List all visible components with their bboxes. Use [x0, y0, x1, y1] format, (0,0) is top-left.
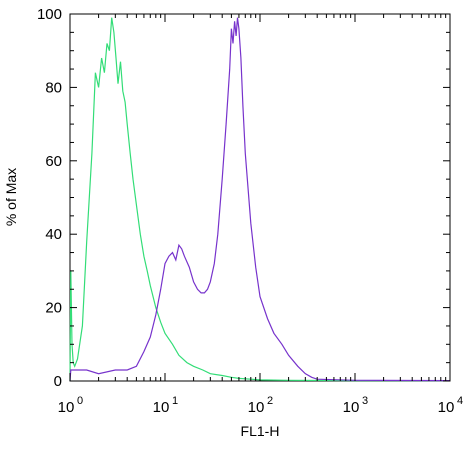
y-tick-label: 60: [45, 153, 62, 170]
plot-area: [69, 13, 451, 382]
y-axis-ticks: 0 20 40 60 80 100: [37, 6, 450, 390]
x-tick-label: 10: [248, 399, 265, 416]
histogram-series-2: [69, 17, 451, 382]
y-tick-label: 80: [45, 79, 62, 96]
y-tick-label: 20: [45, 300, 62, 317]
x-tick-exponent: 3: [362, 395, 368, 407]
y-tick-label: 0: [54, 373, 62, 390]
x-axis-ticks: 10 0 10 1 10 2 10 3 10 4: [58, 14, 463, 416]
plot-frame: [69, 13, 451, 382]
x-tick-exponent: 2: [267, 395, 273, 407]
y-tick-label: 100: [37, 6, 62, 23]
x-tick-exponent: 0: [77, 395, 83, 407]
x-axis-title: FL1-H: [241, 423, 280, 439]
y-minor-ticks: [70, 31, 450, 364]
x-tick-label: 10: [438, 399, 455, 416]
series-layer: [69, 17, 451, 382]
y-tick-label: 40: [45, 226, 62, 243]
x-tick-label: 10: [153, 399, 170, 416]
x-tick-exponent: 4: [457, 395, 463, 407]
x-tick-exponent: 1: [172, 395, 178, 407]
y-axis-title: % of Max: [3, 168, 19, 226]
x-tick-label: 10: [343, 399, 360, 416]
x-minor-ticks: [98, 14, 447, 381]
x-tick-label: 10: [58, 399, 75, 416]
histogram-series-1: [69, 17, 450, 382]
